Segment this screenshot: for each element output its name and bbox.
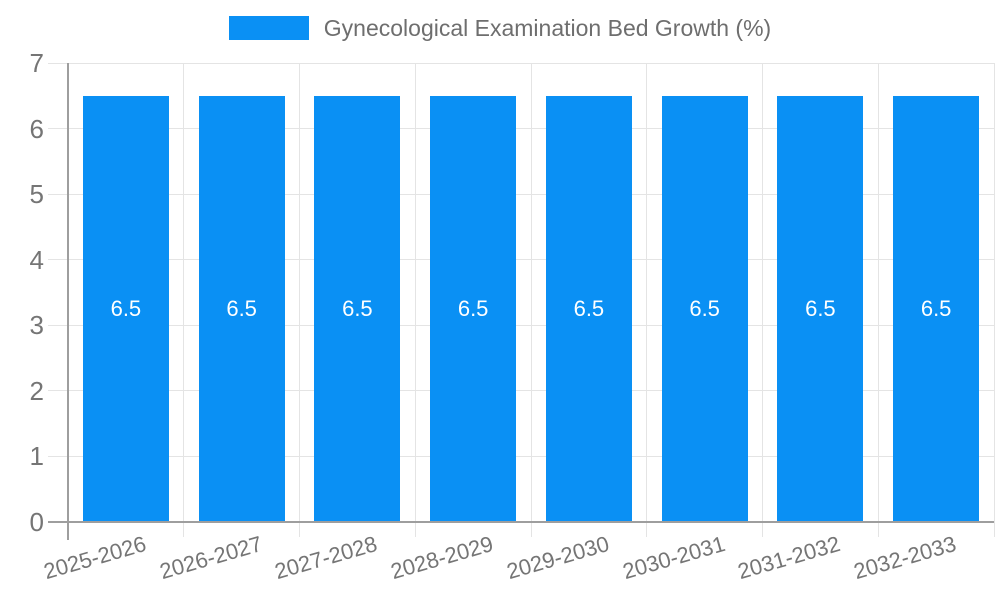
gridline-vertical — [299, 63, 300, 537]
y-axis-tick-label: 6 — [29, 113, 44, 144]
bar[interactable]: 6.5 — [661, 95, 748, 522]
gridline-vertical — [646, 63, 648, 537]
y-axis-line — [67, 63, 69, 540]
y-axis-tick-label: 2 — [29, 375, 44, 406]
gridline-vertical — [414, 63, 416, 537]
bar-value-label: 6.5 — [226, 295, 257, 321]
bar[interactable]: 6.5 — [314, 95, 401, 522]
bar-value-label: 6.5 — [457, 295, 489, 321]
gridline-vertical — [183, 63, 185, 537]
legend-label: Gynecological Examination Bed Growth (%) — [323, 14, 772, 41]
x-axis-line — [48, 521, 994, 523]
legend-swatch-icon — [228, 16, 309, 40]
gridline-vertical — [877, 63, 879, 537]
gridline-vertical — [530, 63, 532, 537]
gridline-horizontal — [48, 128, 994, 130]
bar[interactable]: 6.5 — [545, 95, 632, 522]
gridline-horizontal — [48, 324, 994, 326]
gridline-vertical — [993, 63, 995, 537]
gridline-horizontal — [48, 455, 994, 457]
gridline-horizontal — [48, 62, 994, 64]
chart-legend[interactable]: Gynecological Examination Bed Growth (%) — [0, 12, 1000, 44]
bar-value-label: 6.5 — [920, 295, 952, 321]
gridline-vertical — [762, 63, 763, 537]
bar[interactable]: 6.5 — [777, 95, 864, 522]
y-axis-tick-label: 5 — [29, 179, 44, 210]
y-axis-tick-label: 0 — [29, 507, 44, 537]
y-axis-tick-label: 4 — [29, 244, 44, 275]
y-axis-tick-label: 7 — [29, 48, 44, 78]
bar[interactable]: 6.5 — [198, 95, 285, 522]
bar-value-label: 6.5 — [110, 295, 142, 321]
gridline-horizontal — [48, 259, 994, 261]
bar[interactable]: 6.5 — [893, 95, 980, 522]
gridline-horizontal — [48, 193, 994, 195]
bar-value-label: 6.5 — [573, 295, 605, 321]
bar-value-label: 6.5 — [689, 295, 720, 321]
bar[interactable]: 6.5 — [82, 95, 169, 522]
y-axis-tick-label: 3 — [29, 310, 44, 341]
gridline-horizontal — [48, 390, 994, 392]
y-axis-tick-label: 1 — [29, 441, 44, 472]
bar[interactable]: 6.5 — [430, 95, 517, 522]
bar-value-label: 6.5 — [342, 295, 373, 321]
bar-value-label: 6.5 — [805, 295, 836, 321]
